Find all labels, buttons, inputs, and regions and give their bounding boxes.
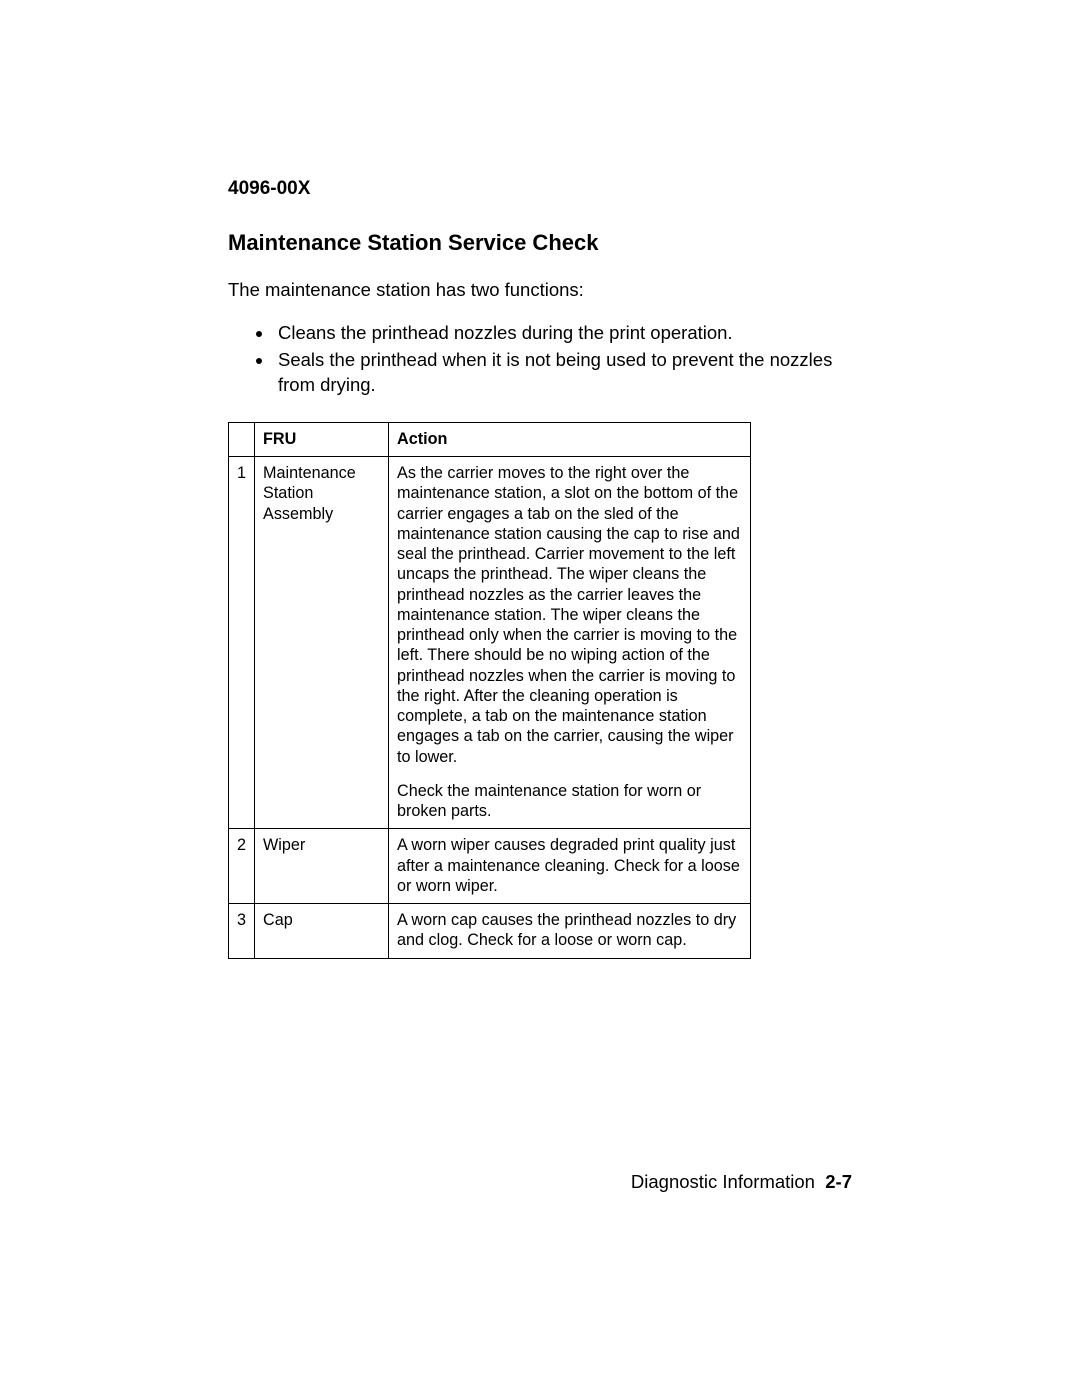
section-title: Maintenance Station Service Check — [228, 230, 852, 256]
table-row: 2 Wiper A worn wiper causes degraded pri… — [229, 829, 751, 904]
list-item: Cleans the printhead nozzles during the … — [274, 321, 852, 346]
table-header-row: FRU Action — [229, 422, 751, 456]
col-header-fru: FRU — [255, 422, 389, 456]
cell-fru: Maintenance Station Assembly — [255, 457, 389, 829]
cell-action: A worn cap causes the printhead nozzles … — [389, 904, 751, 959]
col-header-num — [229, 422, 255, 456]
list-item: Seals the printhead when it is not being… — [274, 348, 852, 398]
document-id: 4096-00X — [228, 178, 852, 200]
cell-num: 2 — [229, 829, 255, 904]
cell-action: As the carrier moves to the right over t… — [389, 457, 751, 829]
action-paragraph: As the carrier moves to the right over t… — [397, 463, 742, 767]
function-list: Cleans the printhead nozzles during the … — [228, 321, 852, 398]
table-row: 1 Maintenance Station Assembly As the ca… — [229, 457, 751, 829]
action-paragraph: A worn wiper causes degraded print quali… — [397, 835, 742, 896]
footer-label: Diagnostic Information — [631, 1171, 815, 1192]
action-paragraph: A worn cap causes the printhead nozzles … — [397, 910, 742, 951]
cell-fru: Wiper — [255, 829, 389, 904]
action-paragraph: Check the maintenance station for worn o… — [397, 781, 742, 822]
cell-fru: Cap — [255, 904, 389, 959]
cell-num: 3 — [229, 904, 255, 959]
cell-num: 1 — [229, 457, 255, 829]
page-number: 2-7 — [825, 1171, 852, 1192]
page-footer: Diagnostic Information 2-7 — [631, 1171, 852, 1193]
intro-text: The maintenance station has two function… — [228, 278, 852, 303]
table-row: 3 Cap A worn cap causes the printhead no… — [229, 904, 751, 959]
cell-action: A worn wiper causes degraded print quali… — [389, 829, 751, 904]
page: 4096-00X Maintenance Station Service Che… — [0, 0, 1080, 1397]
col-header-action: Action — [389, 422, 751, 456]
fru-table: FRU Action 1 Maintenance Station Assembl… — [228, 422, 751, 959]
